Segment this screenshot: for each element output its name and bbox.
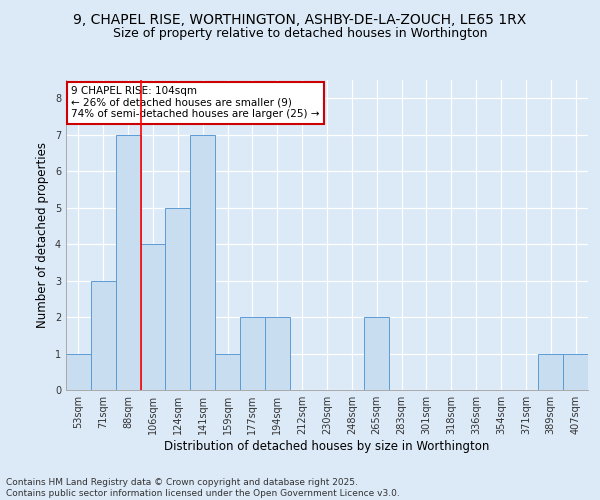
Bar [140,244,166,390]
Bar [265,317,290,390]
Bar [190,134,215,390]
Text: 9, CHAPEL RISE, WORTHINGTON, ASHBY-DE-LA-ZOUCH, LE65 1RX: 9, CHAPEL RISE, WORTHINGTON, ASHBY-DE-LA… [73,12,527,26]
Bar [66,354,91,390]
Bar [538,354,563,390]
Bar [215,354,240,390]
Bar [364,317,389,390]
Y-axis label: Number of detached properties: Number of detached properties [37,142,49,328]
Text: Contains HM Land Registry data © Crown copyright and database right 2025.
Contai: Contains HM Land Registry data © Crown c… [6,478,400,498]
Bar [240,317,265,390]
X-axis label: Distribution of detached houses by size in Worthington: Distribution of detached houses by size … [164,440,490,453]
Bar [91,280,116,390]
Bar [116,134,140,390]
Bar [563,354,588,390]
Text: Size of property relative to detached houses in Worthington: Size of property relative to detached ho… [113,28,487,40]
Text: 9 CHAPEL RISE: 104sqm
← 26% of detached houses are smaller (9)
74% of semi-detac: 9 CHAPEL RISE: 104sqm ← 26% of detached … [71,86,320,120]
Bar [166,208,190,390]
